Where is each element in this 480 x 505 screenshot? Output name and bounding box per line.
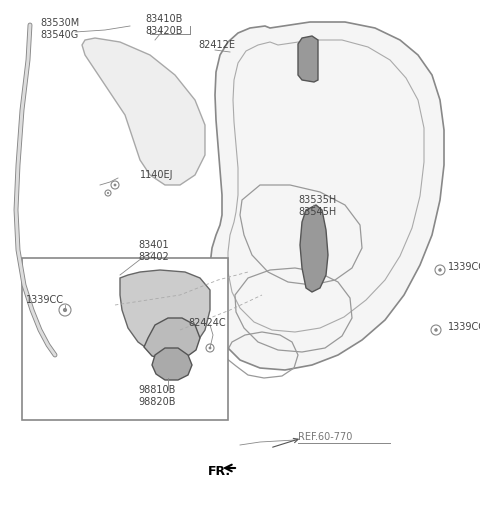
Circle shape xyxy=(438,268,442,272)
Text: 1339CC: 1339CC xyxy=(26,295,64,305)
Circle shape xyxy=(111,181,119,189)
Text: 82424C: 82424C xyxy=(188,318,226,328)
Text: 1339CC: 1339CC xyxy=(448,322,480,332)
Text: 83530M
83540G: 83530M 83540G xyxy=(40,18,79,39)
Polygon shape xyxy=(120,270,210,355)
Circle shape xyxy=(431,325,441,335)
Bar xyxy=(22,258,228,420)
Circle shape xyxy=(59,304,71,316)
Text: 1339CC: 1339CC xyxy=(448,262,480,272)
Circle shape xyxy=(105,190,111,196)
Circle shape xyxy=(107,192,109,194)
Polygon shape xyxy=(144,318,200,360)
Text: 1140EJ: 1140EJ xyxy=(140,170,173,180)
Text: 83535H
83545H: 83535H 83545H xyxy=(298,195,336,217)
Text: REF.60-770: REF.60-770 xyxy=(298,432,352,442)
Polygon shape xyxy=(152,348,192,380)
Text: 98810B
98820B: 98810B 98820B xyxy=(138,385,176,407)
Circle shape xyxy=(209,346,211,349)
Circle shape xyxy=(63,308,67,312)
Circle shape xyxy=(435,265,445,275)
Polygon shape xyxy=(300,205,328,292)
Polygon shape xyxy=(208,22,444,370)
Text: 83401
83402: 83401 83402 xyxy=(138,240,169,262)
Circle shape xyxy=(114,184,117,186)
Polygon shape xyxy=(298,36,318,82)
Polygon shape xyxy=(82,38,205,185)
Text: 83410B
83420B: 83410B 83420B xyxy=(145,14,182,35)
Text: FR.: FR. xyxy=(208,465,231,478)
Text: 82412E: 82412E xyxy=(198,40,235,50)
Circle shape xyxy=(434,328,438,332)
Circle shape xyxy=(206,344,214,352)
